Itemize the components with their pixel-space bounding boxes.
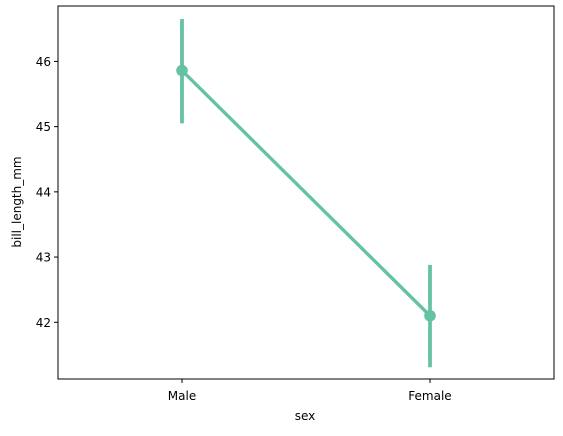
series-line: [180, 69, 432, 317]
axes-frame: [57, 5, 555, 380]
data-point-female: [424, 309, 436, 322]
data-point-male: [176, 64, 188, 77]
axes: Male Female 42 43 44 45 46: [36, 5, 555, 403]
x-tick-label-male: Male: [168, 389, 196, 403]
x-tick-label-female: Female: [408, 389, 451, 403]
x-axis-label: sex: [295, 409, 316, 423]
y-tick-label-43: 43: [36, 251, 51, 265]
y-tick-label-45: 45: [36, 120, 51, 134]
y-axis-label: bill_length_mm: [10, 156, 24, 247]
y-tick-label-42: 42: [36, 316, 51, 330]
y-tick-label-44: 44: [36, 185, 51, 199]
y-tick-label-46: 46: [36, 55, 51, 69]
plot-area: [176, 19, 436, 368]
